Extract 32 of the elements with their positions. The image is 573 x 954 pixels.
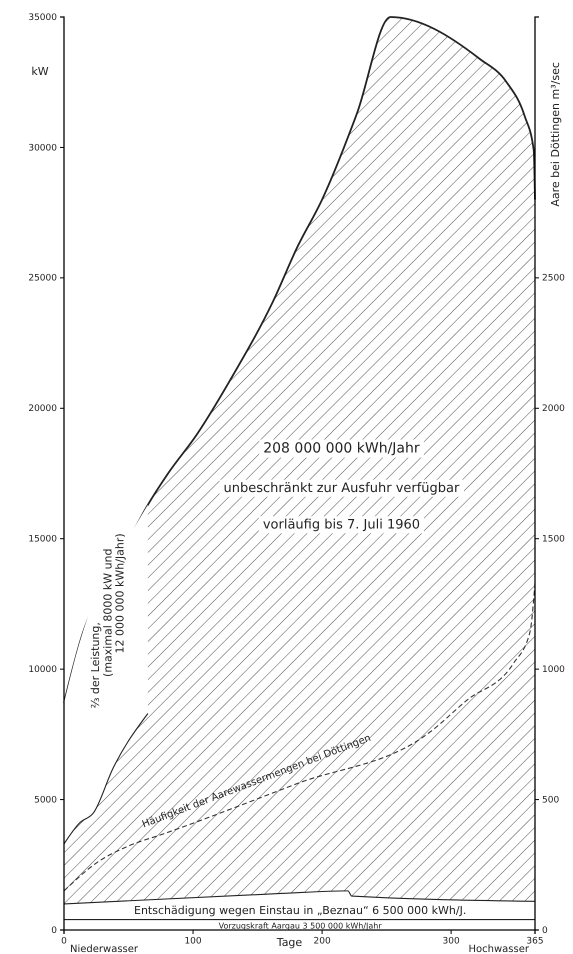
annotation: 208 000 000 kWh/Jahr [263,440,420,457]
annotation: 12 000 000 kWh/Jahr) [113,533,126,654]
y-tick-label: 25000 [28,274,58,284]
y2-tick-label: 2500 [542,274,566,284]
x-tick-label: 200 [313,936,331,946]
y2-tick-label: 1000 [542,665,566,676]
annotation: Vorzugskraft Aargau 3 500 000 kWh/Jahr [218,921,382,930]
x-tick-label: 365 [526,936,544,946]
y-axis-title: kW [31,65,49,78]
annotation: vorläufig bis 7. Juli 1960 [262,517,420,532]
annotation: unbeschränkt zur Ausfuhr verfügbar [224,480,460,496]
y-tick-label: 10000 [28,665,58,676]
y2-tick-label: 1500 [542,534,566,545]
y-tick-label: 30000 [28,143,58,154]
x-tick-label: 0 [61,936,68,946]
y2-tick-label: 500 [542,795,560,806]
y2-tick-label: 0 [542,926,548,936]
y2-tick-label: 2000 [542,404,566,414]
annotation: (maximal 8000 kW und [102,548,115,677]
annotation: Entschädigung wegen Einstau in „Beznau“ 6 500 000 kWh/J. [134,904,466,917]
y-tick-label: 20000 [28,404,58,414]
y-tick-label: 15000 [28,534,58,545]
annotation: ⅔ der Leistung, [88,622,102,708]
x-tick-label: 100 [184,936,202,946]
y-tick-label: 0 [51,926,58,936]
x-axis-title: Tage [276,936,302,949]
y-tick-label: 35000 [28,12,58,23]
text: Niederwasser [70,944,139,954]
y2-axis-title: Aare bei Döttingen m³/sec [549,62,562,207]
x-tick-label: 300 [442,936,460,946]
y-tick-label: 5000 [34,795,58,806]
text: Hochwasser [468,944,530,954]
